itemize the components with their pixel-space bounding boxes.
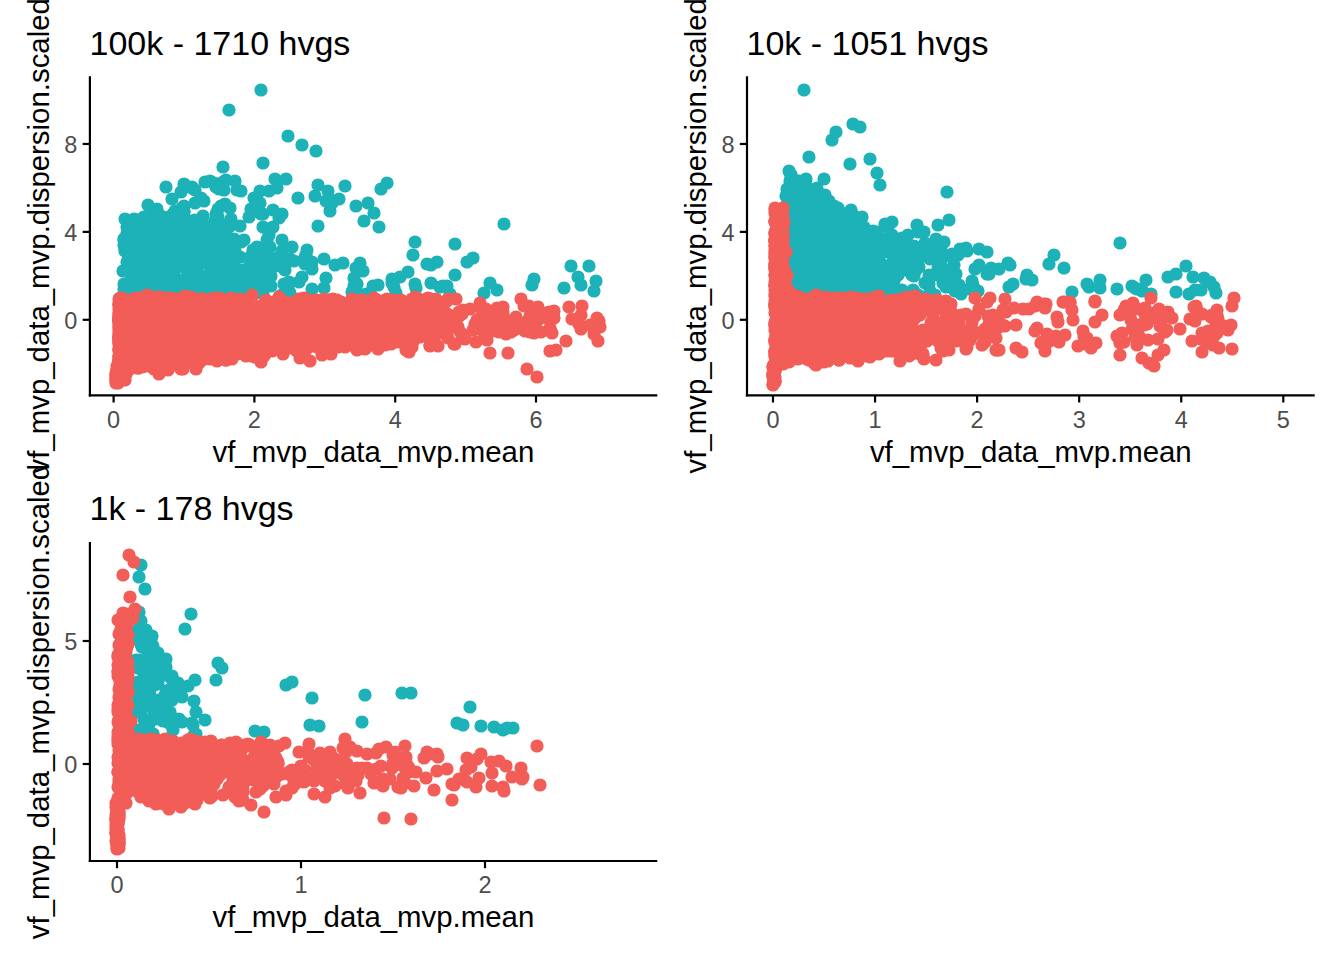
svg-text:4: 4 (389, 407, 402, 433)
svg-text:1k - 178 hvgs: 1k - 178 hvgs (90, 489, 294, 527)
svg-text:4: 4 (64, 220, 77, 246)
svg-text:vf_mvp_data_mvp.mean: vf_mvp_data_mvp.mean (870, 435, 1192, 468)
svg-text:0: 0 (107, 407, 120, 433)
svg-text:5: 5 (64, 629, 77, 655)
svg-text:2: 2 (971, 407, 984, 433)
svg-text:0: 0 (110, 872, 123, 898)
svg-text:vf_mvp_data_mvp.mean: vf_mvp_data_mvp.mean (212, 900, 534, 933)
svg-text:6: 6 (529, 407, 542, 433)
svg-text:1: 1 (869, 407, 882, 433)
svg-text:vf_mvp_data_mvp.dispersion.sca: vf_mvp_data_mvp.dispersion.scaled (22, 464, 55, 939)
svg-text:2: 2 (478, 872, 491, 898)
svg-text:0: 0 (64, 752, 77, 778)
svg-text:0: 0 (721, 308, 734, 334)
svg-text:4: 4 (1175, 407, 1188, 433)
svg-text:4: 4 (721, 220, 734, 246)
svg-text:10k - 1051 hvgs: 10k - 1051 hvgs (747, 24, 989, 62)
svg-text:vf_mvp_data_mvp.mean: vf_mvp_data_mvp.mean (212, 435, 534, 468)
svg-text:2: 2 (248, 407, 261, 433)
svg-text:100k - 1710 hvgs: 100k - 1710 hvgs (90, 24, 351, 62)
svg-text:0: 0 (766, 407, 779, 433)
svg-text:8: 8 (64, 132, 77, 158)
svg-text:8: 8 (721, 132, 734, 158)
svg-text:vf_mvp_data_mvp.dispersion.sca: vf_mvp_data_mvp.dispersion.scaled (679, 0, 712, 474)
svg-text:3: 3 (1073, 407, 1086, 433)
svg-text:5: 5 (1277, 407, 1290, 433)
svg-text:vf_mvp_data_mvp.dispersion.sca: vf_mvp_data_mvp.dispersion.scaled (22, 0, 55, 474)
svg-text:0: 0 (64, 308, 77, 334)
svg-text:1: 1 (294, 872, 307, 898)
